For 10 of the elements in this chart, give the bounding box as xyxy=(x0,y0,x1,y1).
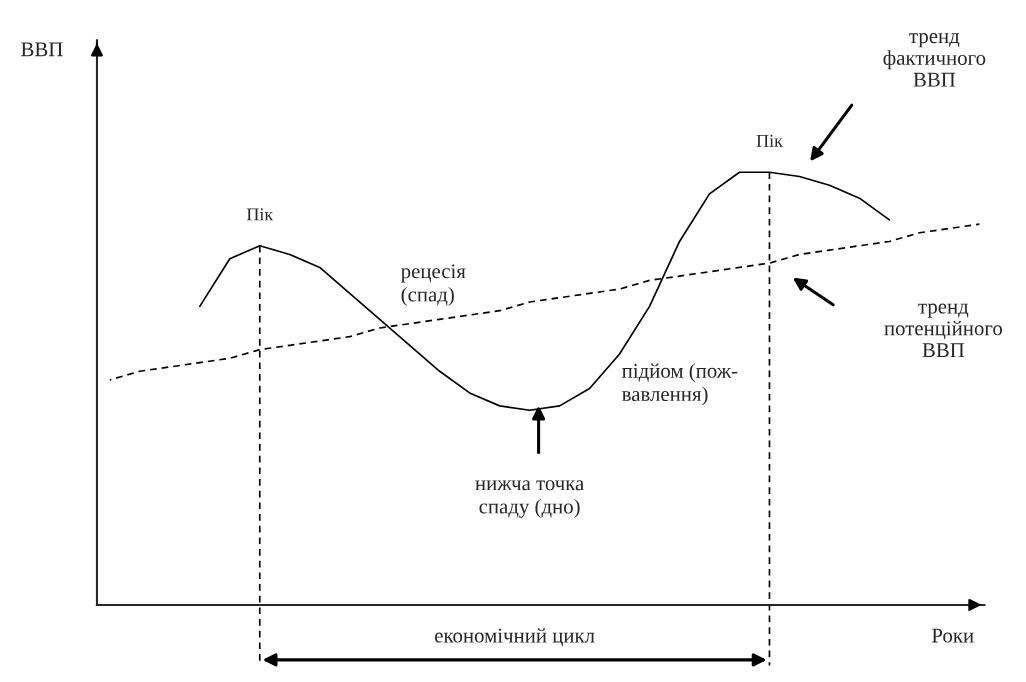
annotation: нижча точка спаду (дно) xyxy=(475,480,584,518)
annotation: тренд потенційного ВВП xyxy=(884,303,1003,358)
annotation: рецесія (спад) xyxy=(401,264,466,306)
text: економічний цикл xyxy=(435,628,595,647)
text: ВВП xyxy=(21,42,63,57)
text: Пік xyxy=(756,134,783,147)
annotation: підйом (пож- вавлення) xyxy=(622,363,738,406)
text: тренд фактичного ВВП xyxy=(883,33,986,87)
annotation: Пік xyxy=(246,208,274,221)
x-axis-title: Роки xyxy=(931,628,974,643)
